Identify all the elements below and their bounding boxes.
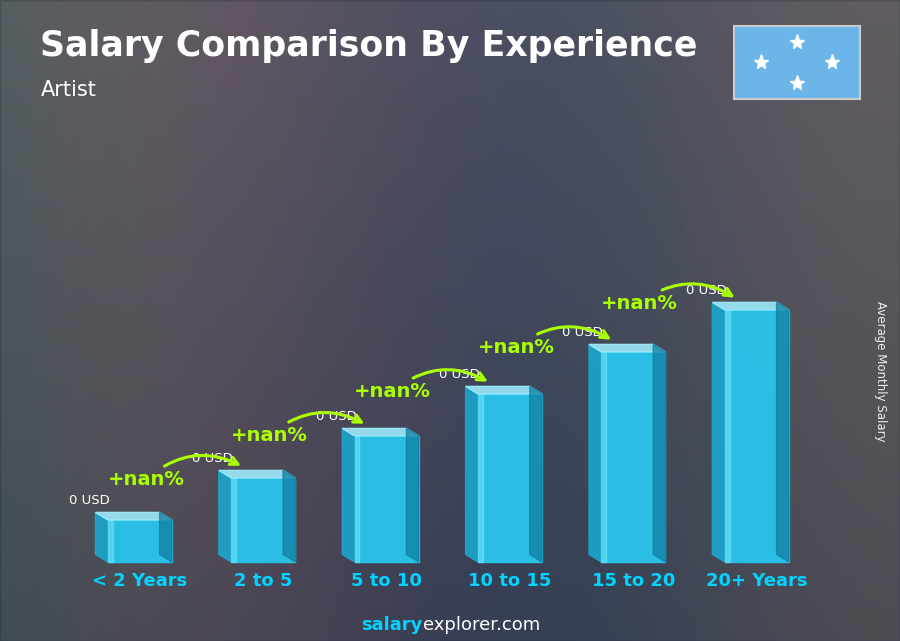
Polygon shape <box>108 520 172 562</box>
Polygon shape <box>108 520 112 562</box>
Polygon shape <box>530 387 542 562</box>
Text: 0 USD: 0 USD <box>193 453 233 465</box>
Text: 0 USD: 0 USD <box>686 285 726 297</box>
Polygon shape <box>95 512 172 520</box>
Polygon shape <box>407 428 418 562</box>
Polygon shape <box>342 428 418 436</box>
Text: explorer.com: explorer.com <box>423 616 540 634</box>
Polygon shape <box>478 394 483 562</box>
Polygon shape <box>478 394 542 562</box>
Text: +nan%: +nan% <box>231 413 362 445</box>
Polygon shape <box>713 303 789 310</box>
Polygon shape <box>219 470 295 478</box>
Text: +nan%: +nan% <box>108 455 238 489</box>
Polygon shape <box>589 344 665 352</box>
Polygon shape <box>342 428 355 562</box>
Text: Salary Comparison By Experience: Salary Comparison By Experience <box>40 29 698 63</box>
Polygon shape <box>713 303 725 562</box>
Polygon shape <box>589 344 601 562</box>
Polygon shape <box>653 344 665 562</box>
Polygon shape <box>465 387 542 394</box>
Text: Average Monthly Salary: Average Monthly Salary <box>874 301 886 442</box>
Polygon shape <box>231 478 295 562</box>
Polygon shape <box>159 512 172 562</box>
Text: +nan%: +nan% <box>478 327 608 357</box>
Text: 0 USD: 0 USD <box>562 326 603 339</box>
Polygon shape <box>724 310 730 562</box>
Polygon shape <box>724 310 789 562</box>
Text: 0 USD: 0 USD <box>69 494 110 508</box>
Text: +nan%: +nan% <box>601 284 732 313</box>
Text: salary: salary <box>362 616 423 634</box>
Polygon shape <box>465 387 478 562</box>
Polygon shape <box>355 436 359 562</box>
Polygon shape <box>601 352 607 562</box>
Polygon shape <box>777 303 789 562</box>
Polygon shape <box>95 512 108 562</box>
Polygon shape <box>283 470 295 562</box>
Polygon shape <box>601 352 665 562</box>
Text: Artist: Artist <box>40 80 96 100</box>
Polygon shape <box>355 436 418 562</box>
Text: +nan%: +nan% <box>355 370 485 401</box>
Polygon shape <box>231 478 236 562</box>
Text: 0 USD: 0 USD <box>316 410 356 423</box>
Polygon shape <box>219 470 231 562</box>
Text: 0 USD: 0 USD <box>439 369 480 381</box>
